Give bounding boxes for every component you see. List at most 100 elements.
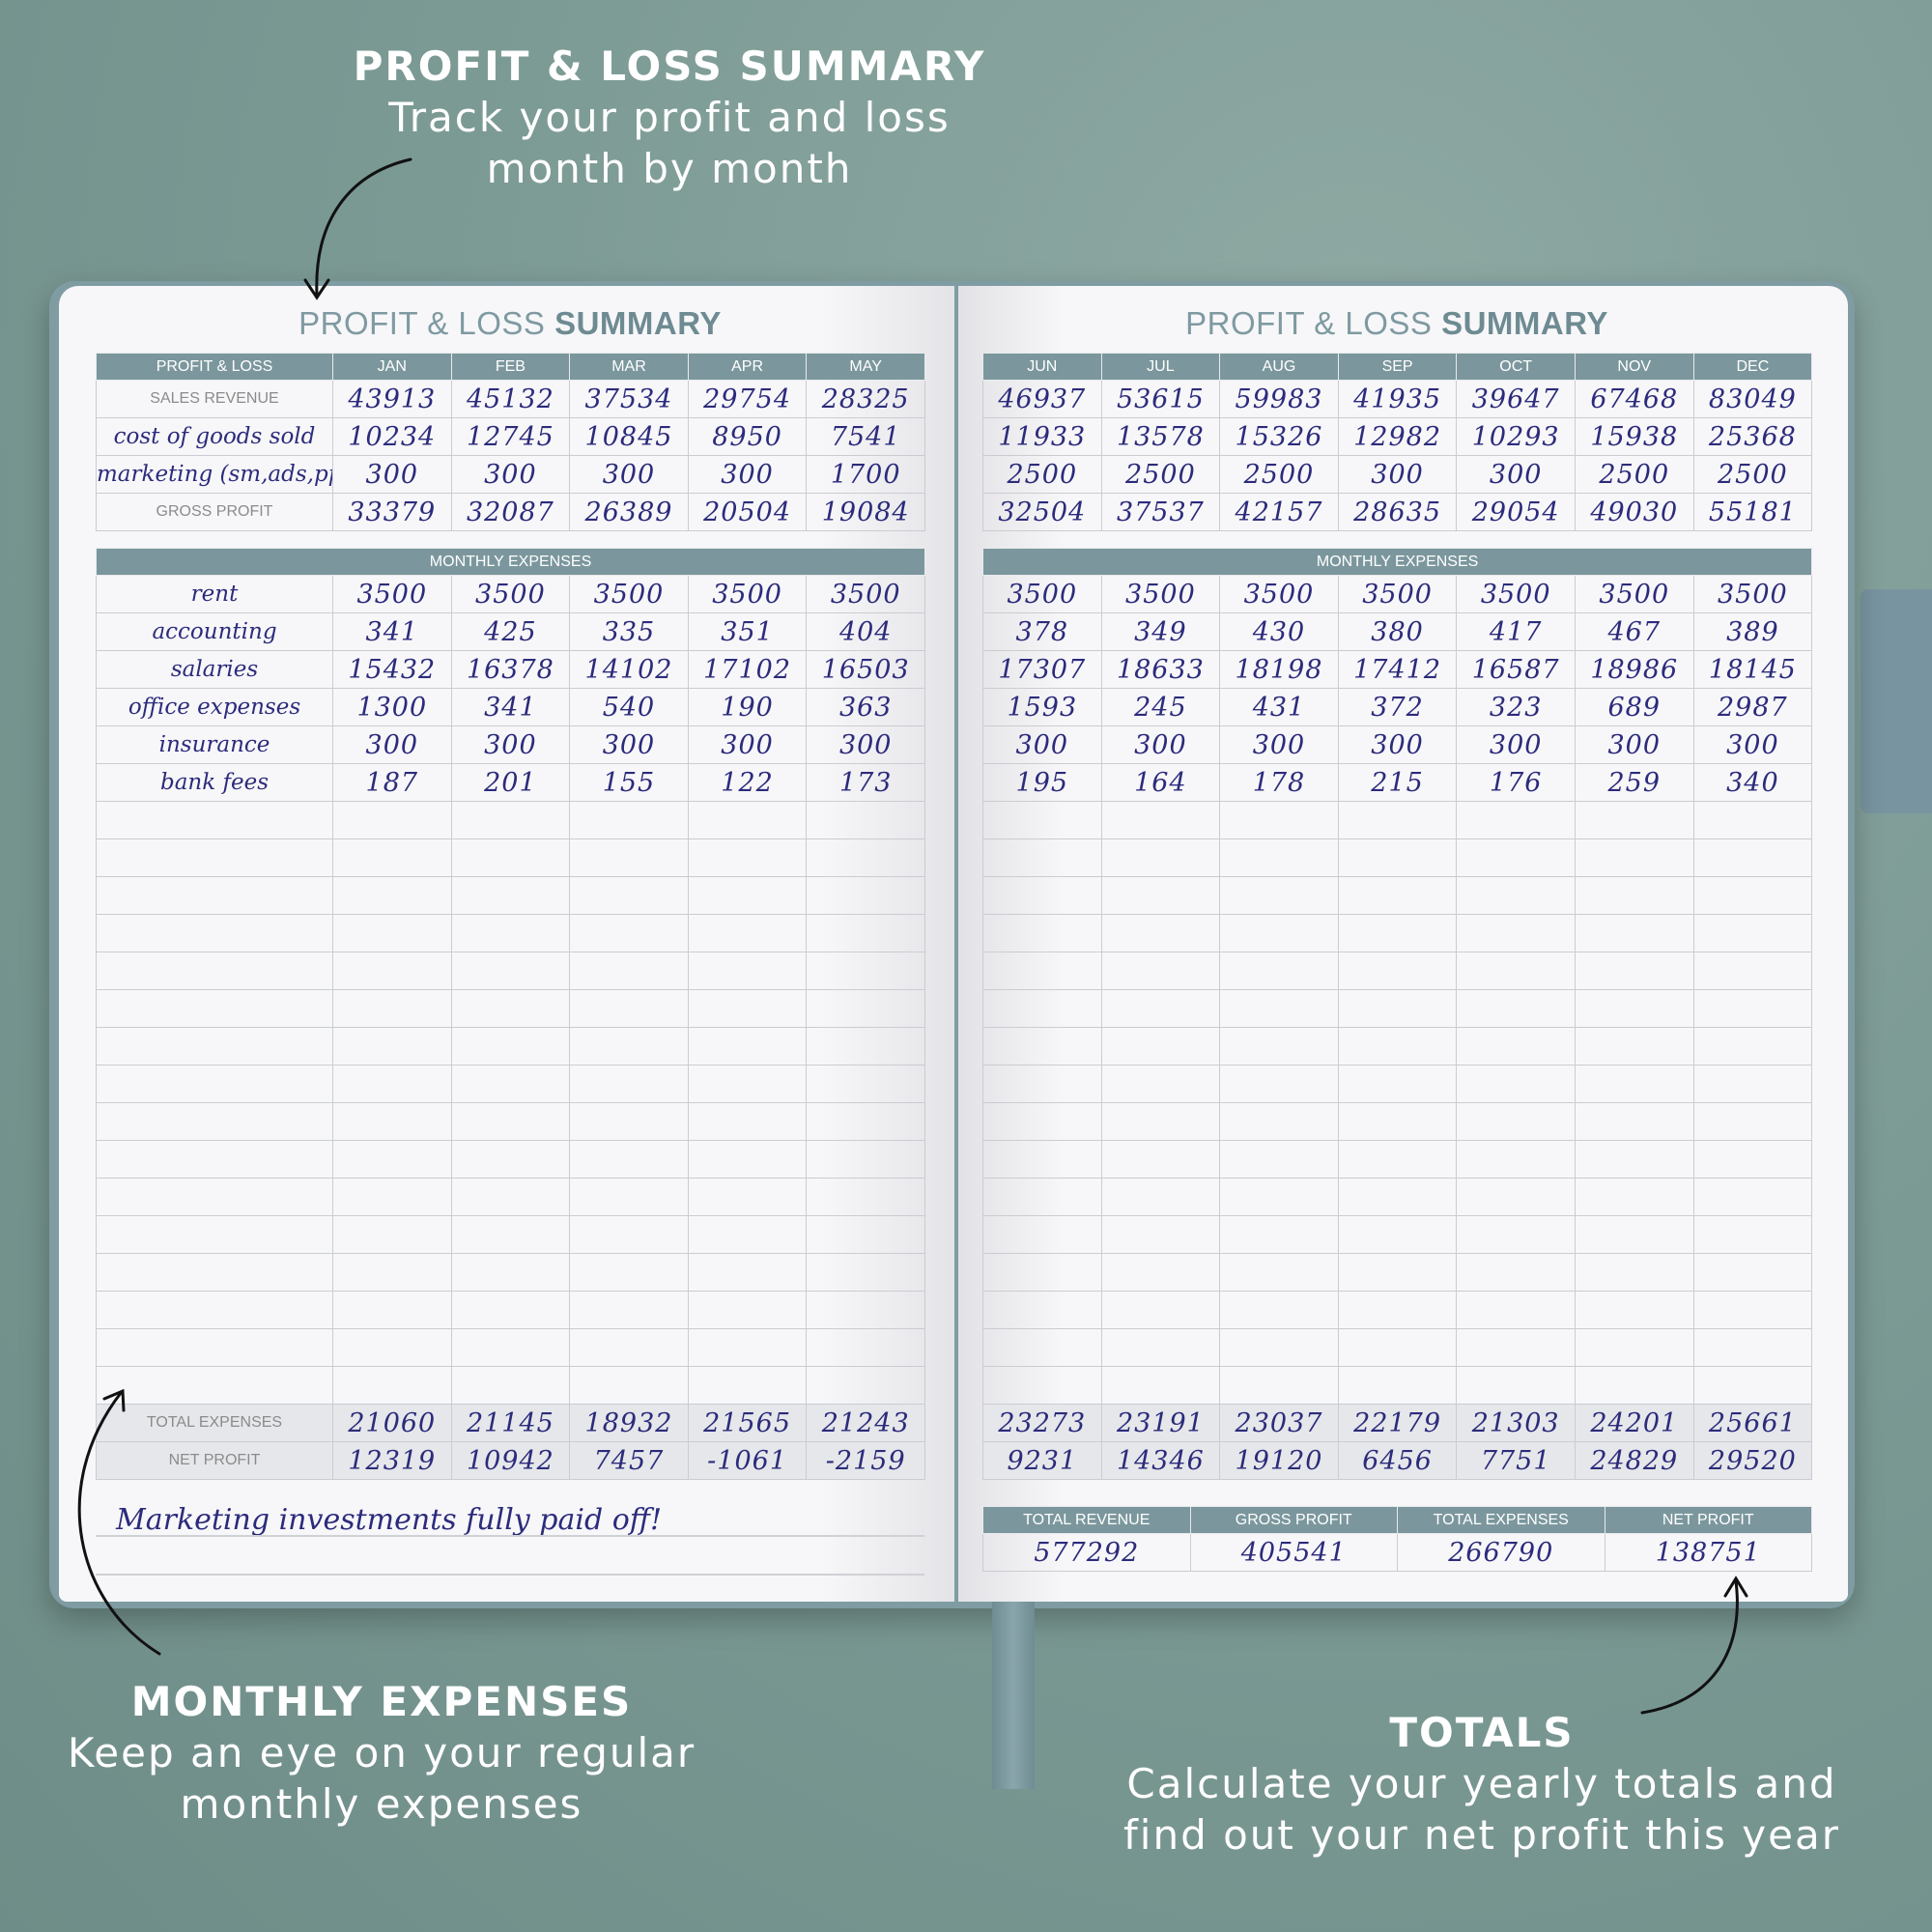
- empty-cell[interactable]: [1574, 1215, 1694, 1254]
- value-cell[interactable]: 351: [687, 612, 808, 651]
- empty-cell[interactable]: [450, 1102, 571, 1141]
- empty-cell[interactable]: [1692, 989, 1813, 1028]
- empty-cell[interactable]: [96, 1328, 333, 1367]
- value-cell[interactable]: 37534: [569, 380, 689, 418]
- value-cell[interactable]: 467: [1574, 612, 1694, 651]
- value-cell[interactable]: -1061: [687, 1441, 808, 1480]
- value-cell[interactable]: 3500: [450, 575, 571, 613]
- empty-cell[interactable]: [450, 1065, 571, 1103]
- value-cell[interactable]: 9231: [982, 1441, 1102, 1480]
- value-cell[interactable]: 122: [687, 763, 808, 802]
- value-cell[interactable]: 3500: [687, 575, 808, 613]
- empty-cell[interactable]: [1100, 838, 1221, 877]
- empty-cell[interactable]: [1456, 1291, 1576, 1329]
- value-cell[interactable]: 300: [1219, 725, 1339, 764]
- value-cell[interactable]: 25368: [1692, 417, 1813, 456]
- empty-cell[interactable]: [1219, 1102, 1339, 1141]
- value-cell[interactable]: 23037: [1219, 1404, 1339, 1442]
- value-cell[interactable]: 19120: [1219, 1441, 1339, 1480]
- empty-cell[interactable]: [1337, 1366, 1458, 1405]
- empty-cell[interactable]: [569, 1140, 689, 1179]
- empty-cell[interactable]: [982, 1291, 1102, 1329]
- empty-cell[interactable]: [96, 914, 333, 952]
- empty-cell[interactable]: [687, 1328, 808, 1367]
- empty-cell[interactable]: [982, 1140, 1102, 1179]
- value-cell[interactable]: 341: [332, 612, 452, 651]
- value-cell[interactable]: 6456: [1337, 1441, 1458, 1480]
- empty-cell[interactable]: [96, 1065, 333, 1103]
- empty-cell[interactable]: [450, 952, 571, 990]
- empty-cell[interactable]: [982, 1178, 1102, 1216]
- value-cell[interactable]: 178: [1219, 763, 1339, 802]
- empty-cell[interactable]: [1692, 801, 1813, 839]
- empty-cell[interactable]: [96, 989, 333, 1028]
- value-cell[interactable]: 3500: [1100, 575, 1221, 613]
- value-cell[interactable]: 417: [1456, 612, 1576, 651]
- value-cell[interactable]: 23191: [1100, 1404, 1221, 1442]
- empty-cell[interactable]: [806, 1253, 926, 1292]
- value-cell[interactable]: 8950: [687, 417, 808, 456]
- empty-cell[interactable]: [1574, 1065, 1694, 1103]
- empty-cell[interactable]: [569, 876, 689, 915]
- empty-cell[interactable]: [1574, 1178, 1694, 1216]
- value-cell[interactable]: 67468: [1574, 380, 1694, 418]
- empty-cell[interactable]: [1100, 876, 1221, 915]
- value-cell[interactable]: 17412: [1337, 650, 1458, 689]
- empty-cell[interactable]: [1337, 1065, 1458, 1103]
- empty-cell[interactable]: [1456, 1140, 1576, 1179]
- empty-cell[interactable]: [982, 1102, 1102, 1141]
- empty-cell[interactable]: [1100, 989, 1221, 1028]
- empty-cell[interactable]: [1692, 1178, 1813, 1216]
- empty-cell[interactable]: [450, 1027, 571, 1065]
- empty-cell[interactable]: [1692, 952, 1813, 990]
- value-cell[interactable]: 15432: [332, 650, 452, 689]
- totals-value[interactable]: 577292: [982, 1533, 1191, 1572]
- value-cell[interactable]: 341: [450, 688, 571, 726]
- empty-cell[interactable]: [806, 1366, 926, 1405]
- empty-cell[interactable]: [806, 989, 926, 1028]
- empty-cell[interactable]: [982, 838, 1102, 877]
- totals-value[interactable]: 266790: [1397, 1533, 1605, 1572]
- value-cell[interactable]: 190: [687, 688, 808, 726]
- empty-cell[interactable]: [1337, 1328, 1458, 1367]
- empty-cell[interactable]: [1219, 989, 1339, 1028]
- value-cell[interactable]: 29754: [687, 380, 808, 418]
- empty-cell[interactable]: [1219, 801, 1339, 839]
- empty-cell[interactable]: [1574, 1102, 1694, 1141]
- empty-cell[interactable]: [687, 1215, 808, 1254]
- empty-cell[interactable]: [687, 801, 808, 839]
- empty-cell[interactable]: [1574, 1027, 1694, 1065]
- empty-cell[interactable]: [1219, 914, 1339, 952]
- value-cell[interactable]: 21565: [687, 1404, 808, 1442]
- value-cell[interactable]: 300: [687, 725, 808, 764]
- value-cell[interactable]: 42157: [1219, 493, 1339, 531]
- empty-cell[interactable]: [1100, 1291, 1221, 1329]
- value-cell[interactable]: 389: [1692, 612, 1813, 651]
- value-cell[interactable]: 24201: [1574, 1404, 1694, 1442]
- empty-cell[interactable]: [450, 1178, 571, 1216]
- empty-cell[interactable]: [806, 1102, 926, 1141]
- empty-cell[interactable]: [450, 914, 571, 952]
- value-cell[interactable]: 17102: [687, 650, 808, 689]
- value-cell[interactable]: 21303: [1456, 1404, 1576, 1442]
- value-cell[interactable]: 195: [982, 763, 1102, 802]
- empty-cell[interactable]: [332, 1027, 452, 1065]
- empty-cell[interactable]: [687, 1102, 808, 1141]
- value-cell[interactable]: 689: [1574, 688, 1694, 726]
- value-cell[interactable]: 3500: [1456, 575, 1576, 613]
- value-cell[interactable]: 16503: [806, 650, 926, 689]
- value-cell[interactable]: 300: [982, 725, 1102, 764]
- empty-cell[interactable]: [1337, 876, 1458, 915]
- value-cell[interactable]: 3500: [1337, 575, 1458, 613]
- empty-cell[interactable]: [96, 801, 333, 839]
- empty-cell[interactable]: [332, 801, 452, 839]
- value-cell[interactable]: 29054: [1456, 493, 1576, 531]
- empty-cell[interactable]: [1574, 952, 1694, 990]
- empty-cell[interactable]: [1337, 1253, 1458, 1292]
- value-cell[interactable]: 21145: [450, 1404, 571, 1442]
- empty-cell[interactable]: [1456, 1215, 1576, 1254]
- value-cell[interactable]: 24829: [1574, 1441, 1694, 1480]
- empty-cell[interactable]: [806, 1027, 926, 1065]
- empty-cell[interactable]: [332, 1140, 452, 1179]
- empty-cell[interactable]: [806, 1140, 926, 1179]
